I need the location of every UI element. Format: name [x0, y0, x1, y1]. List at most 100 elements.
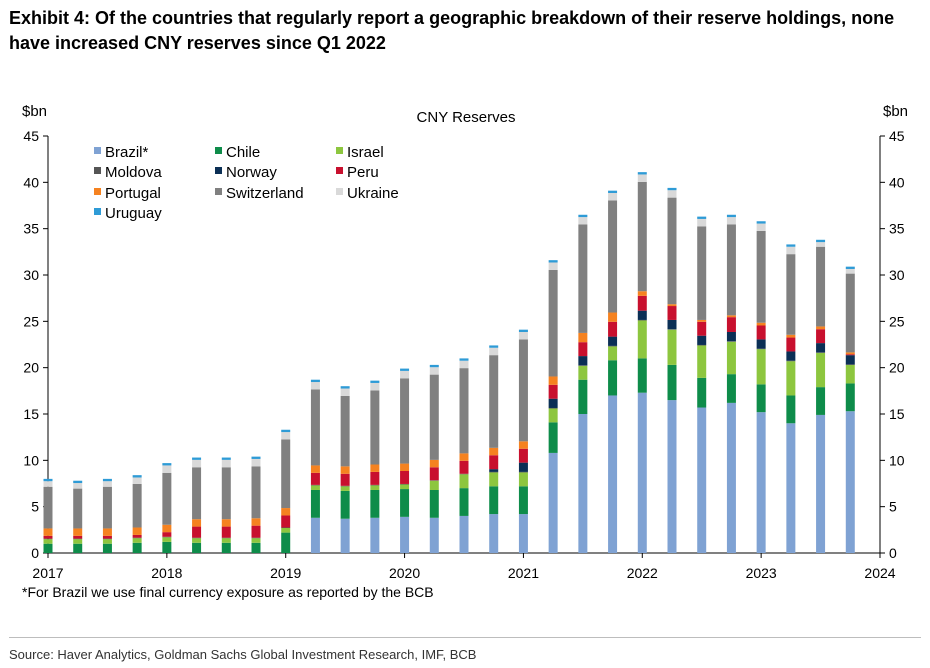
legend-swatch-peru	[336, 167, 343, 174]
bar-segment-ukraine-q1-2022	[637, 174, 647, 182]
legend-label-ukraine: Ukraine	[347, 185, 399, 202]
bar-segment-brazil-q1-2023	[756, 412, 766, 553]
bar-segment-switzerland-q2-2022	[667, 197, 677, 305]
bar-segment-israel-q1-2021	[518, 472, 528, 487]
bar-segment-uruguay-q1-2023	[756, 221, 766, 224]
bar-segment-chile-q3-2023	[816, 387, 826, 415]
bar-segment-ukraine-q4-2020	[489, 347, 499, 356]
y-tick-label-left: 40	[23, 174, 39, 190]
bar-segment-uruguay-q2-2018	[192, 457, 202, 460]
bar-segment-uruguay-q3-2018	[221, 457, 231, 460]
bar-segment-switzerland-q2-2023	[786, 254, 796, 335]
bar-segment-brazil-q4-2019	[370, 517, 380, 553]
bar-segment-israel-q3-2020	[459, 474, 469, 489]
x-tick-label: 2018	[151, 565, 182, 581]
bar-segment-switzerland-q4-2023	[845, 273, 855, 353]
bar-segment-brazil-q2-2022	[667, 400, 677, 553]
bar-segment-norway-q4-2022	[726, 331, 736, 342]
bar-segment-portugal-q2-2020	[429, 459, 439, 468]
legend-label-israel: Israel	[347, 144, 384, 161]
bar-segment-moldova-q1-2020	[400, 483, 410, 485]
bar-segment-ukraine-q4-2018	[251, 458, 261, 467]
bar-segment-moldova-q4-2021	[608, 345, 618, 347]
bar-segment-switzerland-q4-2022	[726, 224, 736, 316]
bar-segment-ukraine-q1-2018	[162, 465, 172, 473]
bar-segment-moldova-q2-2020	[429, 480, 439, 481]
bar-segment-ukraine-q2-2022	[667, 190, 677, 198]
bar-segment-switzerland-q4-2020	[489, 355, 499, 448]
bar-segment-uruguay-q2-2022	[667, 187, 677, 191]
bar-segment-israel-q1-2022	[637, 320, 647, 359]
bar-segment-switzerland-q2-2021	[548, 269, 558, 377]
bar-segment-chile-q3-2018	[221, 542, 231, 553]
bar-segment-brazil-q4-2020	[489, 514, 499, 553]
bar-segment-portugal-q3-2023	[816, 326, 826, 330]
bar-segment-peru-q2-2019	[310, 472, 320, 485]
y-tick-label-left: 5	[31, 499, 39, 515]
x-tick-label: 2023	[746, 565, 777, 581]
bar-segment-uruguay-q2-2021	[548, 260, 558, 263]
bar-segment-israel-q4-2021	[608, 346, 618, 361]
bar-segment-switzerland-q1-2023	[756, 230, 766, 323]
bar-segment-peru-q2-2021	[548, 384, 558, 399]
bar-segment-uruguay-q4-2023	[845, 266, 855, 269]
bar-segment-brazil-q3-2022	[697, 407, 707, 553]
bar-segment-brazil-q1-2021	[518, 514, 528, 553]
x-tick-label: 2022	[627, 565, 658, 581]
exhibit-title-line-1: Exhibit 4: Of the countries that regular…	[9, 8, 895, 28]
bar-segment-moldova-q2-2021	[548, 407, 558, 409]
bar-segment-uruguay-q3-2021	[578, 214, 588, 218]
x-tick-label: 2019	[270, 565, 301, 581]
bar-segment-ukraine-q1-2020	[400, 370, 410, 379]
bar-segment-brazil-q4-2023	[845, 411, 855, 553]
x-tick-label: 2024	[864, 565, 895, 581]
bar-segment-israel-q4-2019	[370, 485, 380, 490]
legend-swatch-norway	[215, 167, 222, 174]
bar-segment-uruguay-q4-2021	[608, 190, 618, 193]
bar-segment-portugal-q3-2018	[221, 519, 231, 527]
bar-segment-ukraine-q1-2019	[281, 432, 291, 440]
bar-segment-norway-q3-2023	[816, 343, 826, 353]
bar-segment-brazil-q3-2019	[340, 518, 350, 553]
bar-segment-peru-q1-2019	[281, 515, 291, 528]
bar-segment-peru-q2-2017	[73, 535, 83, 539]
legend-label-moldova: Moldova	[105, 164, 162, 181]
y-tick-label-right: 40	[889, 174, 905, 190]
bar-segment-portugal-q4-2020	[489, 447, 499, 456]
bar-segment-chile-q1-2021	[518, 486, 528, 515]
legend-swatch-chile	[215, 147, 222, 154]
bar-segment-peru-q3-2021	[578, 342, 588, 357]
bar-segment-peru-q4-2021	[608, 321, 618, 337]
bar-segment-chile-q2-2020	[429, 489, 439, 518]
source-note: Source: Haver Analytics, Goldman Sachs G…	[9, 647, 477, 662]
bar-segment-switzerland-q2-2018	[192, 467, 202, 520]
bar-segment-ukraine-q2-2023	[786, 246, 796, 255]
bar-segment-moldova-q1-2023	[756, 348, 766, 350]
bar-segment-moldova-q3-2017	[102, 538, 112, 540]
y-tick-label-left: 10	[23, 452, 39, 468]
bar-segment-portugal-q1-2019	[281, 508, 291, 516]
bar-segment-chile-q3-2020	[459, 488, 469, 516]
legend-label-chile: Chile	[226, 144, 260, 161]
bar-segment-moldova-q1-2018	[162, 536, 172, 538]
chart-legend: Brazil* Chile Israel Moldova Norway Peru Portu…	[94, 144, 399, 222]
bar-segment-moldova-q3-2023	[816, 352, 826, 353]
bar-segment-israel-q1-2020	[400, 484, 410, 490]
bar-segment-peru-q3-2023	[816, 329, 826, 344]
bar-segment-switzerland-q3-2019	[340, 395, 350, 467]
y-tick-label-right: 10	[889, 452, 905, 468]
bar-segment-norway-q1-2023	[756, 339, 766, 349]
bar-segment-chile-q1-2023	[756, 384, 766, 413]
bar-segment-switzerland-q4-2019	[370, 390, 380, 465]
bar-segment-israel-q2-2018	[192, 538, 202, 543]
exhibit-title: Exhibit 4: Of the countries that regular…	[9, 6, 919, 56]
bar-segment-uruguay-q3-2019	[340, 386, 350, 389]
y-tick-label-left: 25	[23, 313, 39, 329]
bar-segment-moldova-q3-2018	[221, 537, 231, 539]
bar-segment-moldova-q4-2019	[370, 484, 380, 486]
bar-segment-switzerland-q1-2019	[281, 439, 291, 509]
bar-segment-peru-q3-2020	[459, 460, 469, 474]
bar-segment-ukraine-q2-2017	[73, 483, 83, 489]
bar-segment-peru-q1-2018	[162, 532, 172, 537]
